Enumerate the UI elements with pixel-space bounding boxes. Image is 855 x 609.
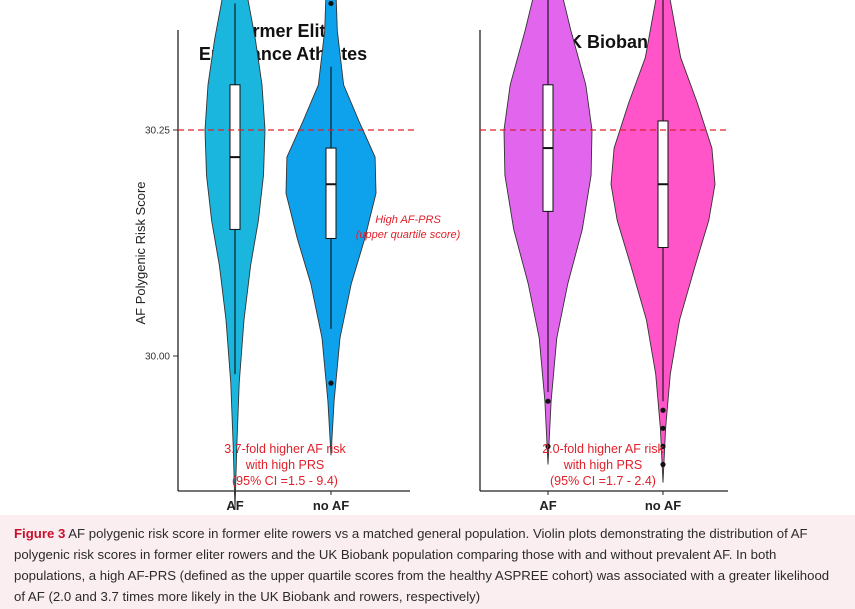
risk-annotation-line: with high PRS <box>563 458 643 472</box>
outlier-point <box>545 398 551 404</box>
iqr-box <box>325 147 337 239</box>
panel-2: UK Biobank AF no AF 2.0-fold higher AF risk… <box>479 0 728 513</box>
outlier-point <box>660 407 666 413</box>
risk-annotation-line: 3.7-fold higher AF risk <box>224 442 346 456</box>
x-category-label: no AF <box>313 498 349 513</box>
risk-annotation-line: 2.0-fold higher AF risk <box>542 442 664 456</box>
risk-annotation-line: with high PRS <box>245 458 325 472</box>
outlier-point <box>328 380 334 386</box>
y-axis-label: AF Polygenic Risk Score <box>133 181 148 324</box>
figure-label: Figure 3 <box>14 526 66 541</box>
x-category-label: no AF <box>645 498 681 513</box>
x-category-label: AF <box>539 498 556 513</box>
threshold-label-line1: High AF-PRS <box>375 214 441 226</box>
panel-title-line1: Former Elite <box>230 21 335 41</box>
outlier-point <box>328 0 334 7</box>
risk-annotation-line: (95% CI =1.5 - 9.4) <box>232 474 338 488</box>
violin-chart: AF Polygenic Risk Score 29.7530.0030.253… <box>133 0 728 513</box>
risk-annotation-line: (95% CI =1.7 - 2.4) <box>550 474 656 488</box>
violin-group-no-af <box>610 0 716 483</box>
outlier-point <box>660 461 666 468</box>
y-tick-label: 30.00 <box>145 352 170 363</box>
violin-group-af <box>503 0 593 465</box>
threshold-label-line2: (upper quartile score) <box>356 229 461 241</box>
outlier-point <box>660 443 666 449</box>
violin-group-af <box>204 0 266 510</box>
y-tick-label: 30.25 <box>145 126 170 137</box>
figure-caption: Figure 3 AF polygenic risk score in form… <box>0 515 855 609</box>
panel-title-line1: UK Biobank <box>556 32 659 52</box>
x-category-label: AF <box>226 498 243 513</box>
caption-text: AF polygenic risk score in former elite … <box>14 526 830 604</box>
outlier-point <box>660 425 666 431</box>
outlier-point <box>545 443 551 449</box>
violin-group-no-af <box>285 0 377 456</box>
